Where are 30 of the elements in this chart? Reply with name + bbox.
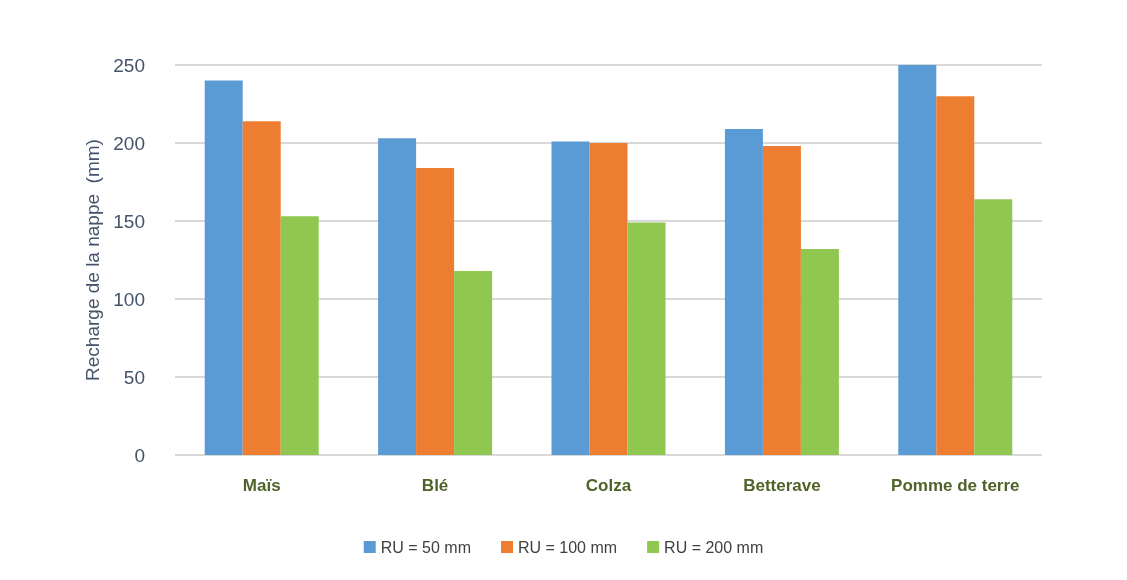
- y-tick-label: 250: [113, 54, 145, 76]
- bar: [242, 121, 281, 455]
- bar: [627, 222, 666, 455]
- bar: [936, 96, 975, 455]
- x-tick-label: Blé: [421, 476, 449, 495]
- bar: [416, 167, 455, 455]
- y-tick-label: 150: [113, 210, 145, 232]
- bar: [280, 216, 319, 455]
- bar: [551, 141, 590, 455]
- x-tick-label: Maïs: [242, 476, 281, 495]
- bar: [454, 270, 493, 455]
- bar: [724, 128, 763, 455]
- bar: [762, 146, 801, 455]
- bar: [378, 138, 417, 455]
- legend-label: RU = 100 mm: [517, 538, 618, 556]
- bar: [898, 65, 937, 455]
- bar: [204, 80, 243, 455]
- bar: [800, 249, 839, 455]
- y-tick-label: 200: [113, 132, 145, 154]
- x-tick-label: Pomme de terre: [891, 476, 1020, 495]
- legend-label: RU = 200 mm: [664, 538, 764, 556]
- y-tick-label: 50: [123, 366, 145, 388]
- y-axis-title: Recharge de la nappe (mm): [82, 139, 104, 381]
- y-tick-label: 100: [113, 288, 145, 310]
- y-tick-label: 0: [134, 444, 145, 466]
- x-tick-label: Betterave: [743, 476, 821, 495]
- legend-label: RU = 50 mm: [380, 538, 471, 556]
- x-tick-label: Colza: [585, 476, 632, 495]
- bar: [974, 199, 1013, 455]
- bar: [589, 143, 628, 455]
